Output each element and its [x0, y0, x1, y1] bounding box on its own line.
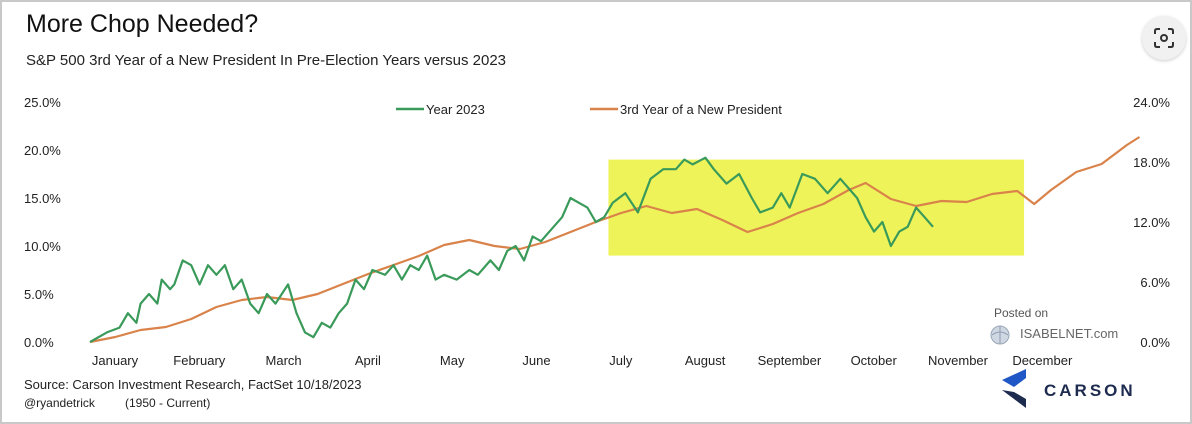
y-left-tick-label: 20.0% [24, 143, 61, 158]
x-tick-label: September [758, 353, 822, 368]
y-right-tick-label: 0.0% [1140, 335, 1170, 350]
legend-label-year-2023: Year 2023 [426, 102, 485, 117]
y-left-tick-label: 15.0% [24, 191, 61, 206]
y-left-tick-label: 10.0% [24, 239, 61, 254]
legend: Year 2023 3rd Year of a New President [396, 102, 782, 117]
x-tick-label: June [522, 353, 550, 368]
y-right-tick-label: 24.0% [1133, 95, 1170, 110]
author-handle: @ryandetrick [24, 396, 95, 410]
x-tick-label: October [851, 353, 898, 368]
x-tick-label: January [92, 353, 139, 368]
watermark-site: ISABELNET.com [1020, 326, 1119, 341]
watermark-posted: Posted on [994, 306, 1049, 320]
chart-subtitle: S&P 500 3rd Year of a New President In P… [26, 52, 507, 69]
x-tick-label: November [928, 353, 989, 368]
x-tick-label: March [266, 353, 302, 368]
legend-label-third-year: 3rd Year of a New President [620, 102, 782, 117]
x-tick-label: February [173, 353, 226, 368]
x-tick-label: April [355, 353, 381, 368]
carson-logo-icon [1002, 369, 1026, 408]
source-note: Source: Carson Investment Research, Fact… [24, 377, 362, 392]
x-tick-label: August [685, 353, 726, 368]
y-right-tick-label: 12.0% [1133, 215, 1170, 230]
series-line-year-2023 [89, 156, 934, 343]
visual-search-button[interactable] [1142, 16, 1186, 60]
scan-icon [1154, 28, 1174, 48]
x-tick-label: May [440, 353, 465, 368]
y-left-tick-label: 0.0% [24, 335, 54, 350]
brand-name: CARSON [1044, 381, 1136, 400]
chart-title: More Chop Needed? [26, 10, 259, 38]
x-tick-label: December [1012, 353, 1073, 368]
y-left-tick-label: 25.0% [24, 95, 61, 110]
date-range-note: (1950 - Current) [125, 396, 211, 410]
y-right-tick-label: 18.0% [1133, 155, 1170, 170]
isabelnet-globe-icon [990, 325, 1010, 345]
x-tick-label: July [609, 353, 633, 368]
y-right-tick-label: 6.0% [1140, 275, 1170, 290]
y-left-tick-label: 5.0% [24, 287, 54, 302]
